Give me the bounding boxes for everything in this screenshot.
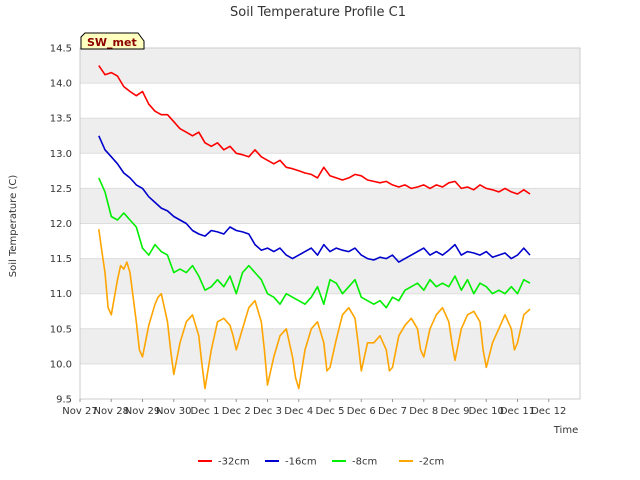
- series-line-2cm: [98, 228, 531, 390]
- x-tick-label: Dec 3: [253, 406, 282, 417]
- x-tick-label: Dec 2: [222, 406, 251, 417]
- x-tick-label: Dec 6: [347, 406, 376, 417]
- x-tick-label: Dec 11: [500, 406, 535, 417]
- x-tick-label: Dec 5: [316, 406, 345, 417]
- series-line-32cm: [98, 65, 531, 195]
- background-band: [80, 188, 580, 224]
- legend: -32cm -16cm -8cm -2cm: [198, 457, 444, 468]
- background-band: [80, 48, 580, 84]
- y-tick-label: 13.0: [50, 149, 72, 160]
- series-lines: [98, 65, 531, 390]
- y-tick-label: 10.0: [50, 359, 72, 370]
- background-band: [80, 328, 580, 364]
- series-line-16cm: [98, 135, 531, 263]
- legend-label: -32cm: [218, 457, 250, 468]
- y-tick-label: 11.5: [50, 254, 72, 265]
- y-tick-label: 9.5: [56, 395, 72, 406]
- chart-title: Soil Temperature Profile C1: [230, 5, 406, 20]
- x-tick-label: Nov 30: [156, 406, 191, 417]
- x-tick-label: Dec 10: [469, 406, 504, 417]
- x-axis-label: Time: [553, 425, 578, 436]
- x-tick-label: Dec 7: [378, 406, 407, 417]
- x-tick-label: Dec 4: [284, 406, 313, 417]
- y-tick-label: 14.5: [50, 44, 72, 55]
- legend-label: -16cm: [285, 457, 317, 468]
- x-tick-label: Dec 1: [191, 406, 220, 417]
- y-axis-label: Soil Temperature (C): [8, 175, 19, 278]
- x-tick-label: Dec 12: [531, 406, 566, 417]
- station-badge-box: [80, 32, 145, 50]
- y-tick-label: 12.0: [50, 219, 72, 230]
- x-tick-label: Dec 8: [409, 406, 438, 417]
- station-badge: SW_met: [80, 32, 145, 50]
- y-tick-label: 13.5: [50, 114, 72, 125]
- y-tick-label: 10.5: [50, 324, 72, 335]
- y-tick-label: 11.0: [50, 289, 72, 300]
- background-band: [80, 118, 580, 154]
- y-tick-label: 14.0: [50, 79, 72, 90]
- series-line-8cm: [98, 177, 531, 309]
- x-tick-label: Nov 29: [125, 406, 160, 417]
- x-tick-label: Nov 28: [94, 406, 129, 417]
- y-axis-ticks: 9.5 10.0 10.5 11.0 11.5 12.0 12.5 13.0 13.5 14.0 1…: [50, 44, 72, 406]
- x-tick-label: Nov 27: [62, 406, 97, 417]
- y-tick-label: 12.5: [50, 184, 72, 195]
- background-band: [80, 258, 580, 294]
- legend-label: -8cm: [352, 457, 377, 468]
- station-badge-label: SW_met: [87, 36, 137, 49]
- legend-label: -2cm: [419, 457, 444, 468]
- x-tick-label: Dec 9: [441, 406, 470, 417]
